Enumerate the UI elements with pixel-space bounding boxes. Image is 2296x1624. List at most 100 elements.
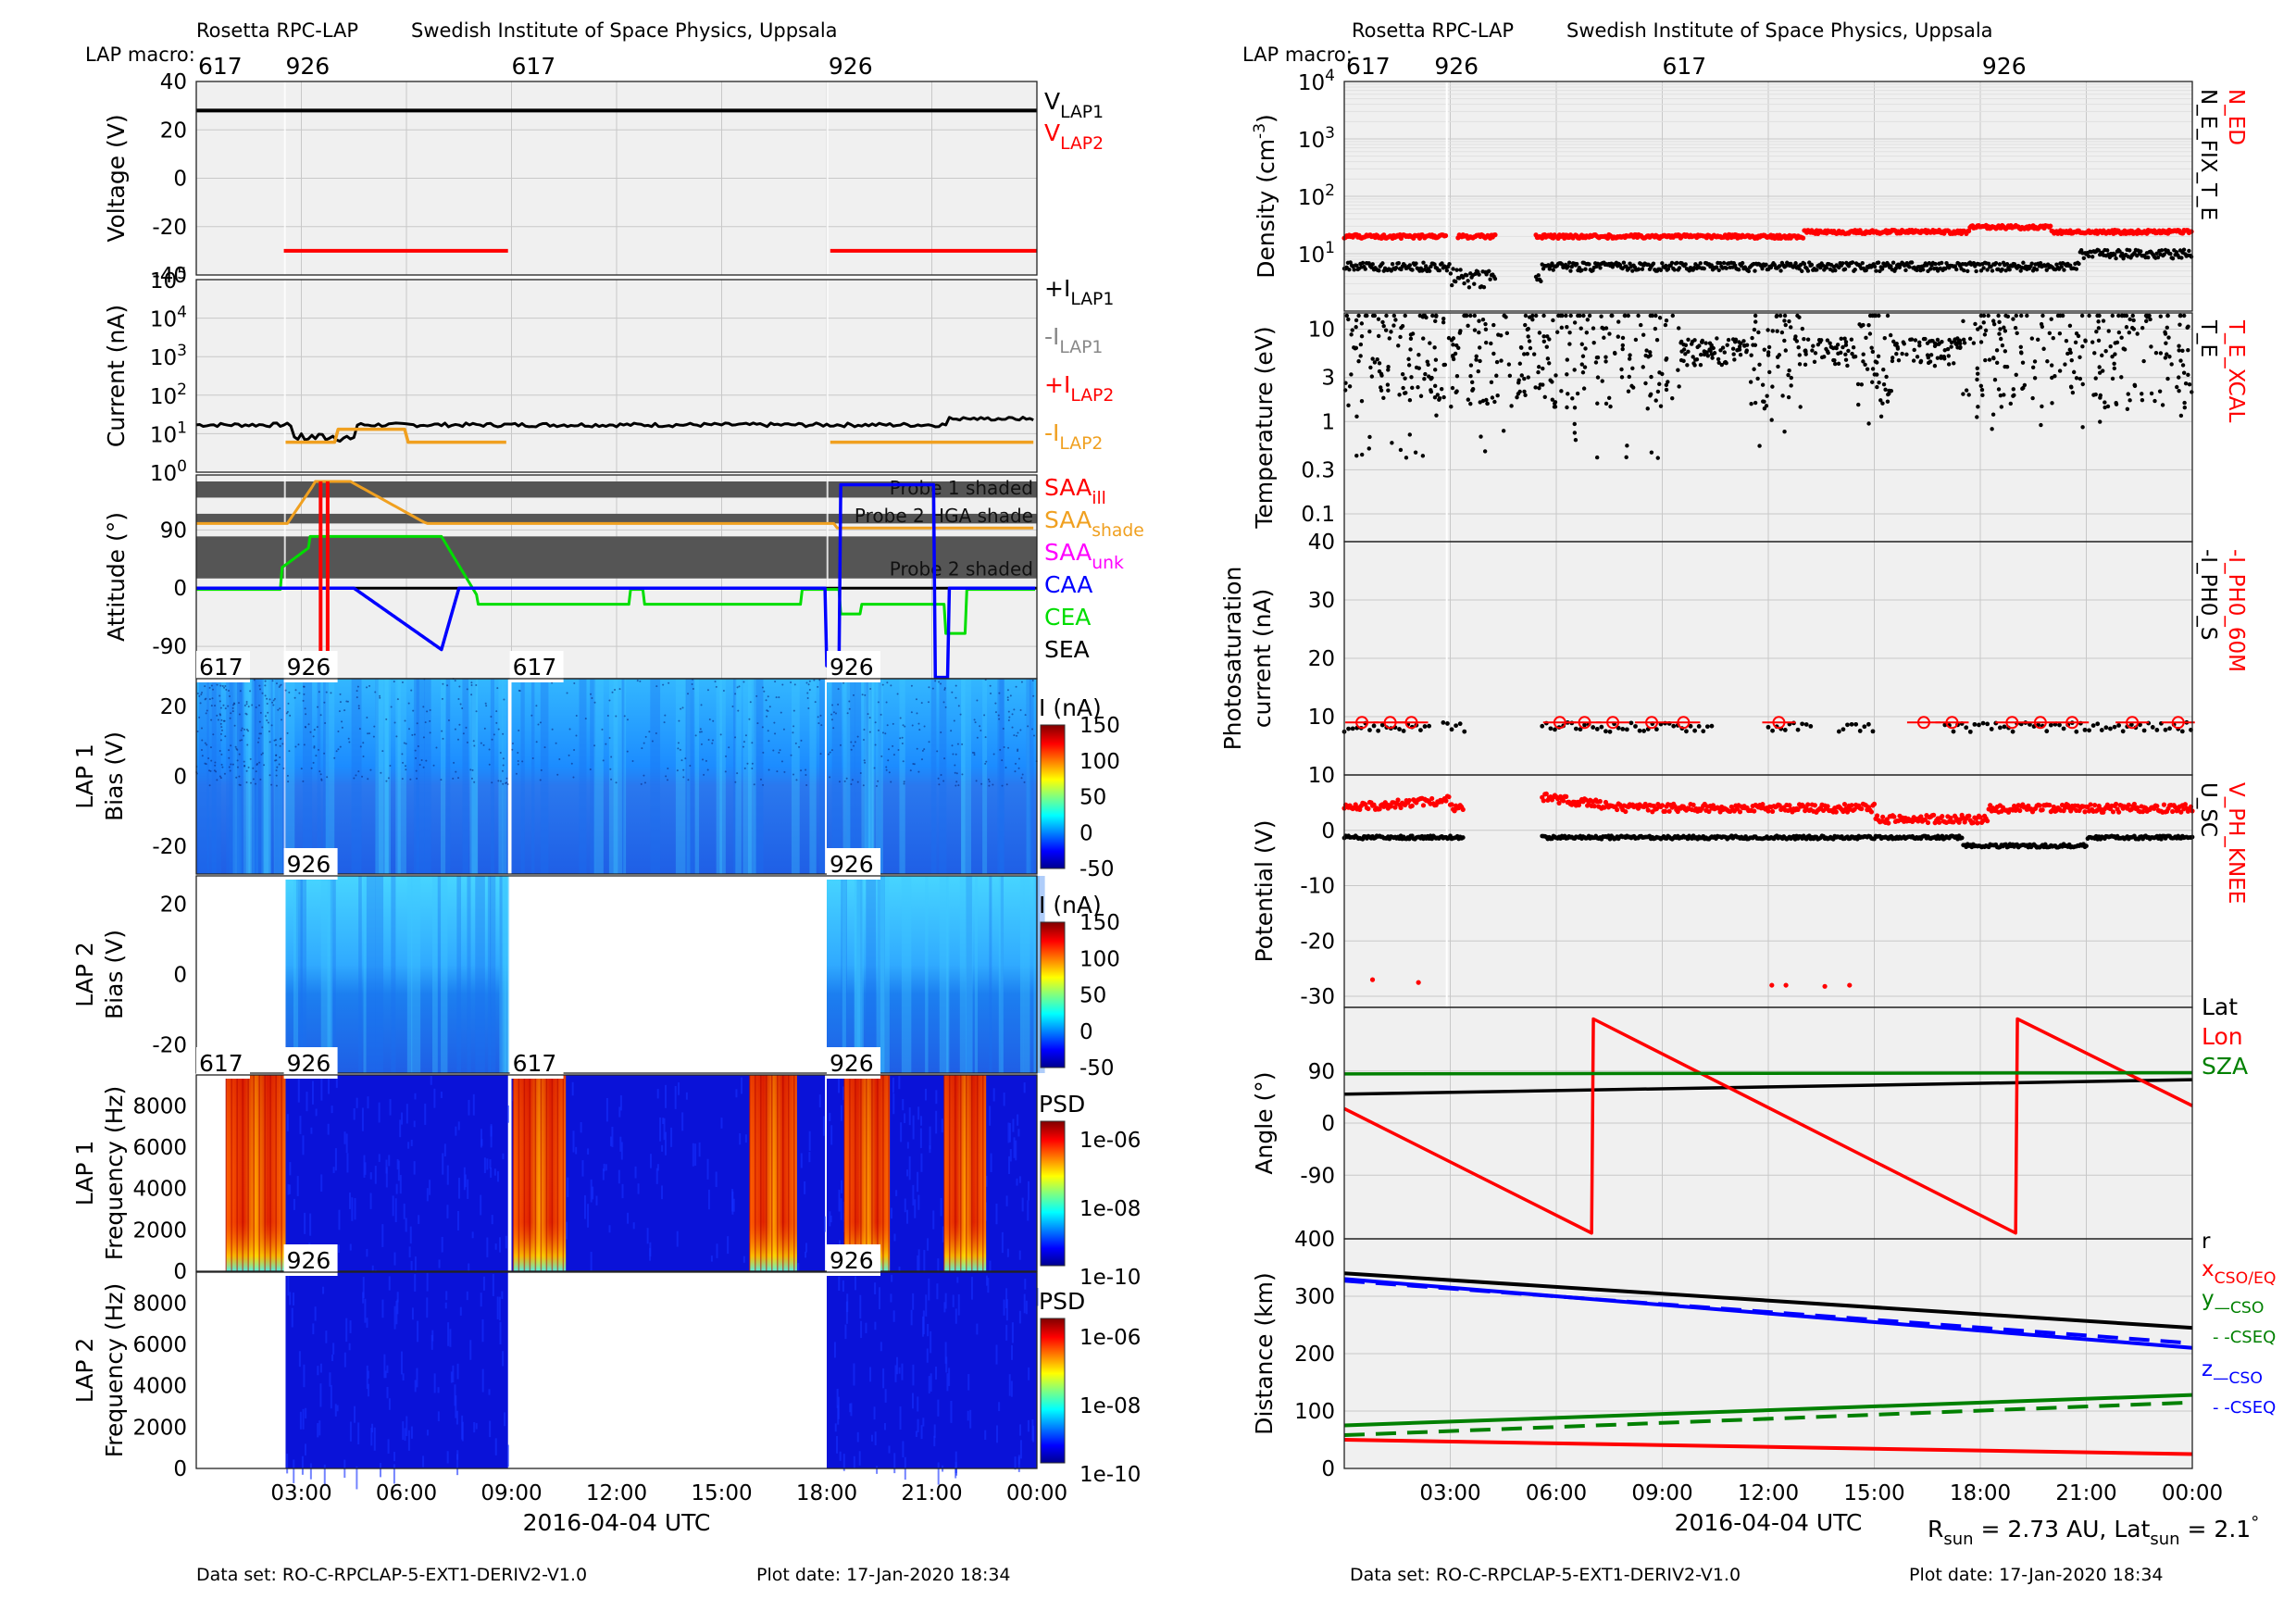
data-point: [1961, 337, 1966, 343]
data-point: [1421, 260, 1426, 265]
data-point: [2110, 376, 2115, 381]
data-point: [1451, 336, 1456, 341]
data-point: [1787, 319, 1791, 324]
noise: [208, 769, 211, 772]
noise: [1011, 1322, 1014, 1343]
noise: [706, 1158, 709, 1180]
noise: [892, 1310, 895, 1322]
noise: [920, 758, 923, 761]
noise: [381, 750, 384, 753]
noise: [502, 757, 505, 760]
noise: [794, 742, 797, 744]
noise: [275, 784, 278, 787]
noise: [862, 784, 865, 787]
noise: [354, 1405, 356, 1423]
noise: [385, 1167, 388, 1188]
y-tick-label: 102: [150, 381, 187, 409]
data-point: [2166, 335, 2171, 340]
noise: [928, 741, 930, 743]
noise: [833, 1342, 836, 1358]
noise: [892, 754, 895, 756]
noise: [943, 757, 946, 760]
data-point: [2080, 425, 2085, 430]
noise: [805, 1251, 807, 1258]
noise: [1006, 696, 1009, 699]
data-point: [2135, 331, 2140, 336]
y-tick-label: 3: [1321, 367, 1335, 391]
data-point: [1716, 356, 1721, 362]
data-point: [1644, 348, 1649, 353]
data-point: [1753, 319, 1758, 324]
noise: [455, 1410, 458, 1425]
data-point: [1746, 269, 1752, 274]
data-point: [1748, 380, 1753, 384]
noise: [471, 768, 474, 771]
data-point: [2021, 385, 2026, 391]
noise: [357, 1422, 360, 1444]
series-CEA: [196, 534, 1036, 635]
noise: [790, 681, 792, 683]
noise: [804, 1181, 806, 1194]
data-point: [1832, 361, 1838, 367]
noise: [317, 1423, 319, 1438]
data-point: [2092, 351, 2097, 356]
noise: [603, 1163, 605, 1172]
data-point: [1659, 803, 1666, 808]
data-point: [2182, 405, 2188, 410]
data-point: [2128, 722, 2134, 727]
bias-stripe: [878, 679, 882, 874]
data-point: [1440, 261, 1444, 266]
data-point: [2044, 729, 2050, 734]
data-point: [1578, 727, 1583, 732]
noise: [1017, 731, 1019, 734]
noise: [275, 769, 278, 772]
noise: [455, 1126, 457, 1136]
data-point: [2051, 804, 2056, 810]
data-point: [1522, 352, 1527, 356]
data-point: [2000, 267, 2004, 272]
data-point: [1686, 349, 1691, 354]
data-point: [1522, 376, 1527, 381]
data-point: [1975, 377, 1979, 382]
noise: [927, 1323, 930, 1337]
data-point: [2074, 331, 2079, 336]
data-point: [1992, 378, 1998, 382]
bias-stripe: [325, 679, 335, 874]
data-point: [1570, 396, 1575, 401]
noise: [987, 778, 990, 781]
noise: [890, 781, 892, 783]
data-point: [1737, 809, 1743, 815]
data-point: [1876, 354, 1881, 358]
noise: [413, 733, 416, 736]
noise: [992, 783, 994, 786]
data-point: [2112, 366, 2117, 371]
noise: [836, 1389, 839, 1408]
noise: [366, 1365, 368, 1390]
noise: [665, 1131, 668, 1156]
data-point: [1836, 351, 1841, 356]
macro-tag: 926: [1982, 53, 2027, 80]
data-point: [2187, 382, 2192, 387]
data-point: [1579, 342, 1584, 346]
data-point: [1964, 725, 1969, 731]
noise: [916, 712, 918, 715]
noise: [198, 716, 201, 718]
noise: [281, 743, 284, 745]
noise: [1031, 679, 1034, 681]
noise: [643, 781, 646, 784]
noise: [389, 765, 392, 768]
data-point: [1398, 805, 1404, 811]
psd-burst-shade: [749, 1075, 797, 1271]
noise: [917, 1171, 919, 1193]
noise: [345, 1133, 348, 1154]
noise: [218, 694, 221, 697]
noise: [422, 766, 425, 768]
noise: [384, 1370, 387, 1379]
noise: [571, 1081, 574, 1096]
data-point: [1430, 313, 1435, 319]
data-point: [2167, 726, 2172, 731]
noise: [480, 742, 482, 744]
noise: [457, 1178, 460, 1199]
data-point: [1917, 343, 1922, 348]
data-point: [1442, 362, 1448, 368]
